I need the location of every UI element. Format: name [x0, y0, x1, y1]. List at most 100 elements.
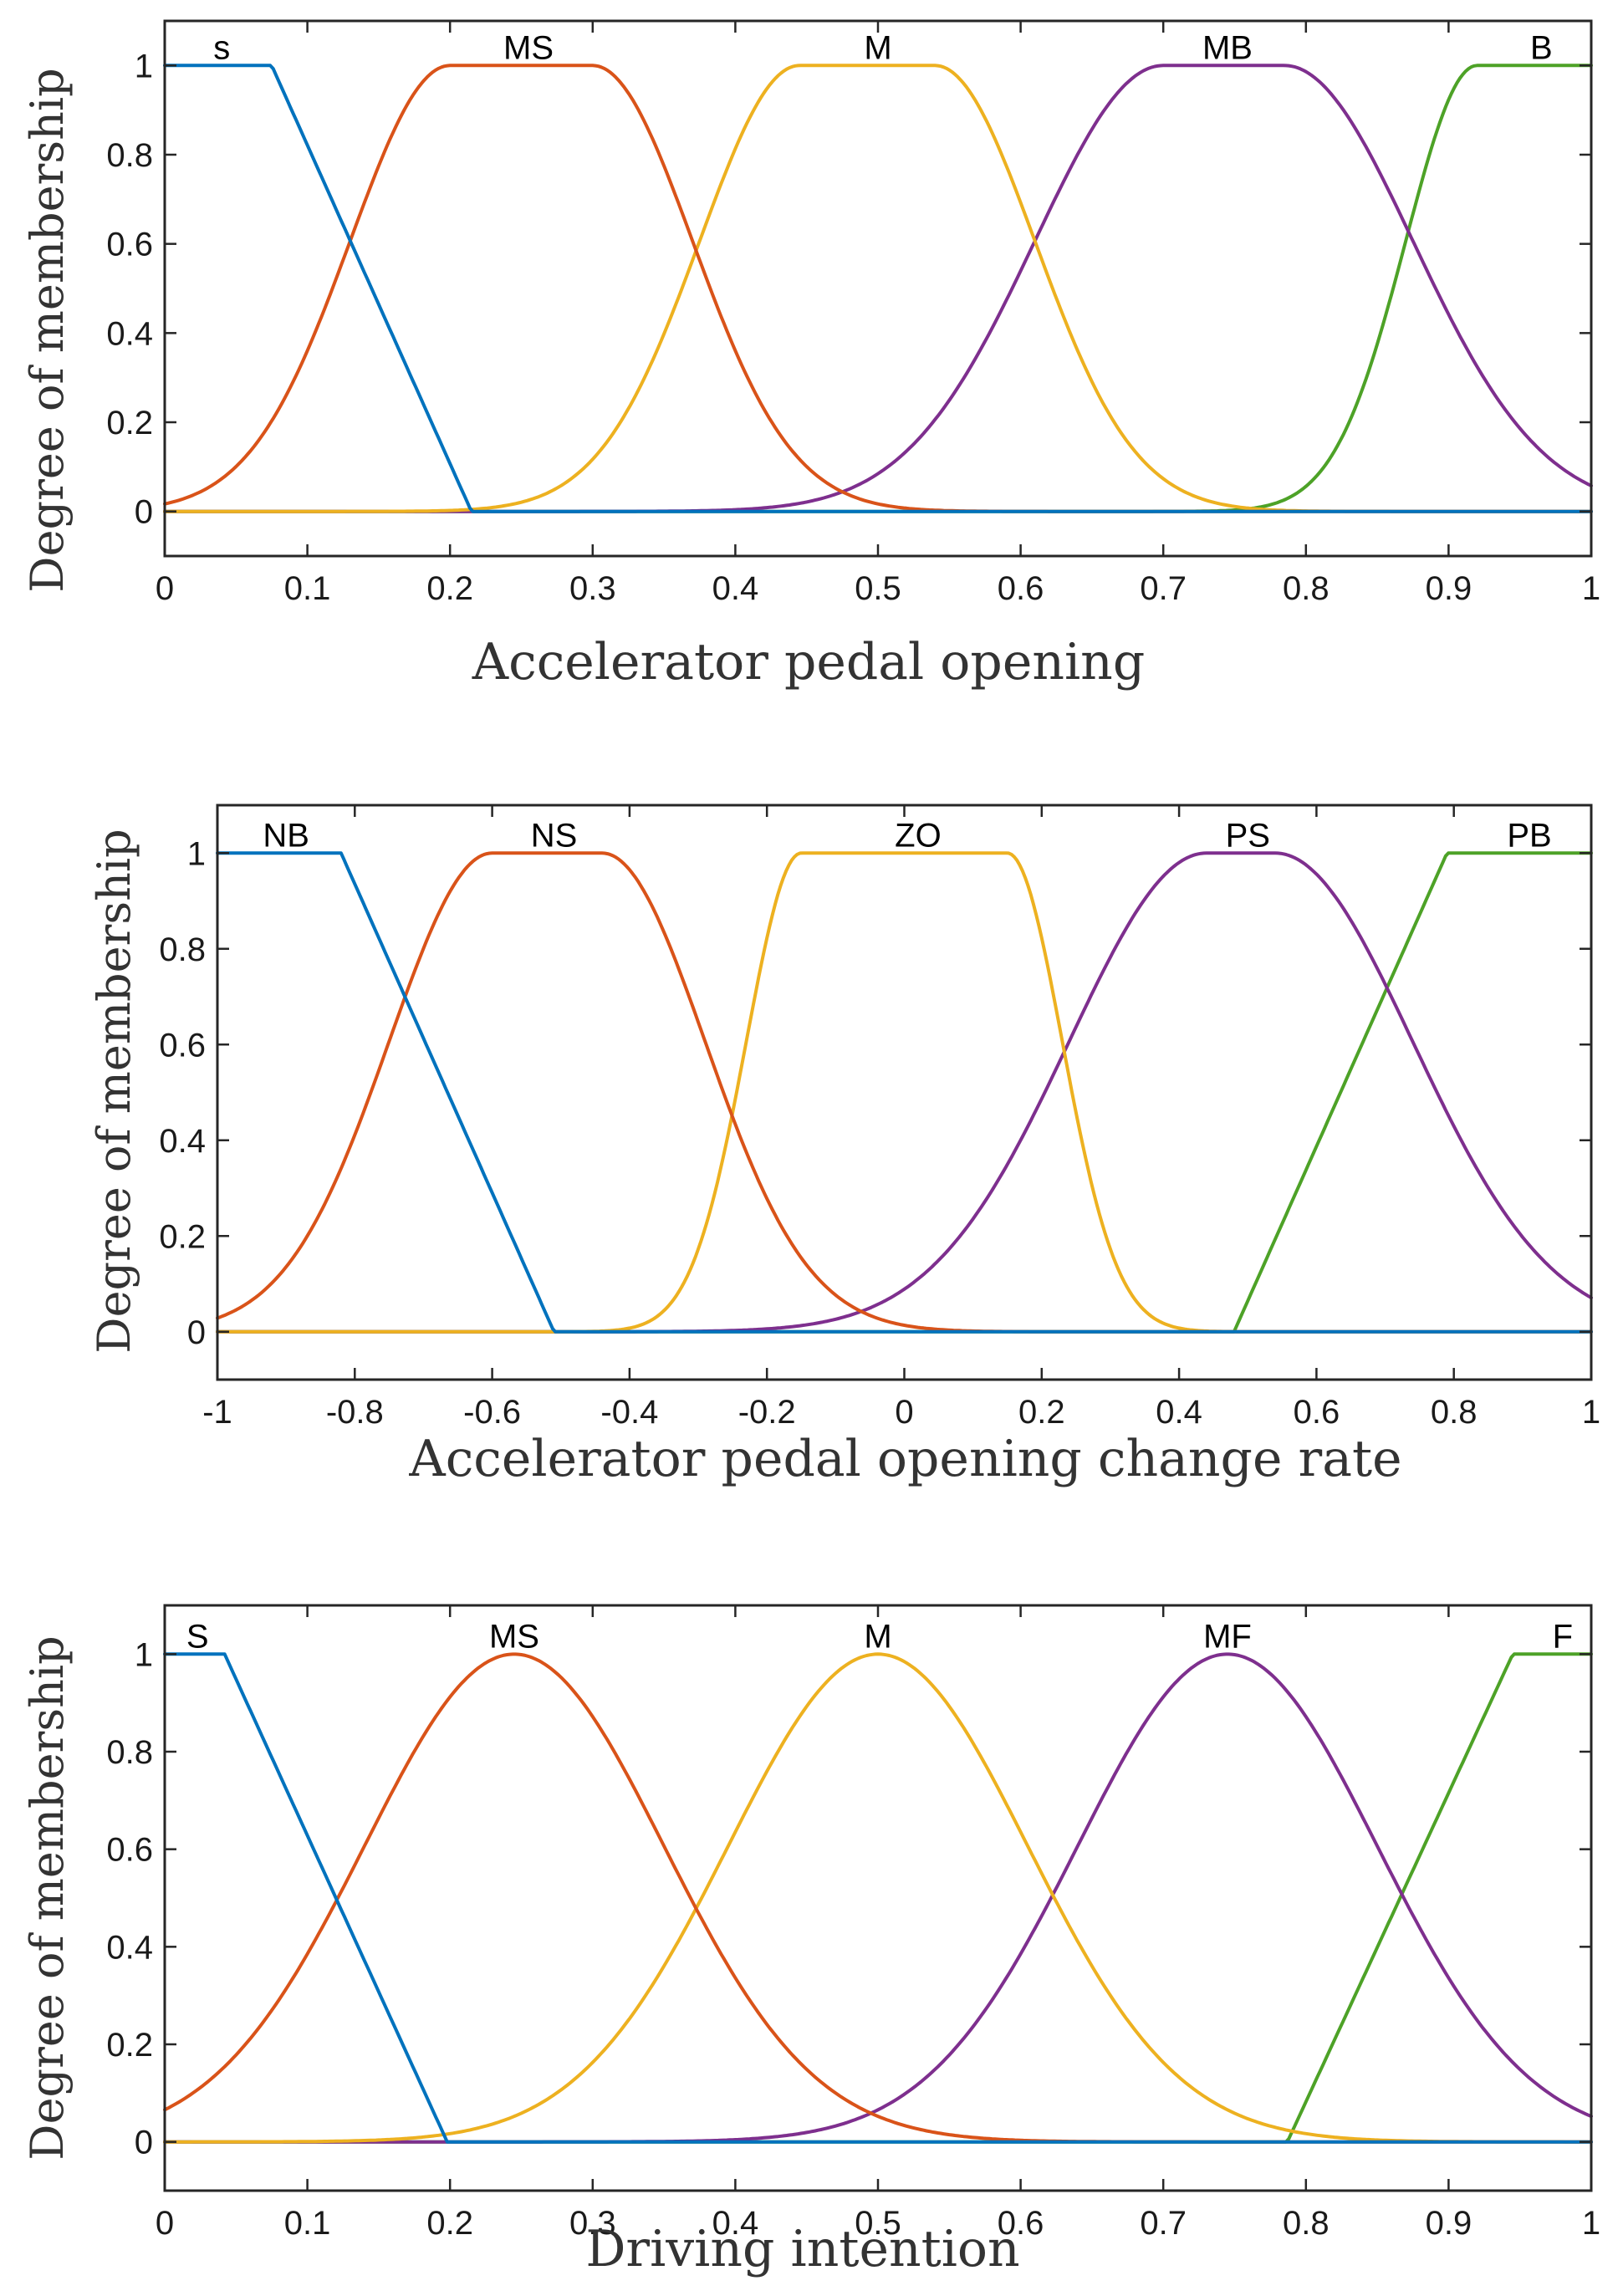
- mf-curve-m: [163, 64, 1593, 513]
- mf-label-m: M: [864, 29, 891, 66]
- mf-label-s: S: [186, 1618, 209, 1655]
- x-tick-label: 0.6: [1294, 1394, 1340, 1431]
- mf-curve-mb: [163, 64, 1593, 513]
- x-tick-label: 0.2: [1018, 1394, 1065, 1431]
- plot-frame: [216, 804, 1593, 1381]
- x-tick-label: -0.6: [463, 1394, 521, 1431]
- x-tick-label: 0.5: [855, 570, 901, 607]
- mf-label-ns: NS: [531, 817, 578, 854]
- panel-driving-intention: 0 0.1 0.2 0.3 0.4 0.5 0.6 0.7 0.8 0.9 1 0 0.2 0.4 0.6 0…: [21, 1604, 1600, 2278]
- x-axis-label: Accelerator pedal opening change rate: [408, 1430, 1401, 1488]
- x-tick-label: 0: [156, 2205, 174, 2242]
- y-tick-label: 0.4: [159, 1123, 206, 1160]
- x-tick-label: 0.3: [569, 2205, 616, 2242]
- mf-curve-nb: [216, 851, 1593, 1334]
- y-tick-label: 0.8: [106, 1734, 153, 1771]
- mf-label-ms: MS: [489, 1618, 539, 1655]
- x-tick-label: 0.2: [426, 570, 473, 607]
- x-tick-label: 0: [156, 570, 174, 607]
- mf-curve-m: [163, 1652, 1593, 2144]
- mf-curve-s: [163, 1652, 1593, 2144]
- y-tick-label: 1: [135, 1636, 153, 1673]
- x-axis-label: Driving intention: [585, 2220, 1019, 2278]
- panel-accelerator-pedal-opening-change-rate: -1 -0.8 -0.6 -0.4 -0.2 0 0.2 0.4 0.6 0.8 1 0 0.2 0.4 0…: [88, 804, 1600, 1488]
- x-tick-label: 0.9: [1426, 2205, 1472, 2242]
- curves-group: [163, 1652, 1593, 2144]
- x-tick-label: 0.5: [855, 2205, 901, 2242]
- y-tick-label: 1: [135, 48, 153, 84]
- x-tick-label: 1: [1582, 570, 1600, 607]
- x-tick-label: 0.1: [284, 2205, 331, 2242]
- y-tick-label: 0.6: [159, 1027, 206, 1064]
- mf-curve-s: [163, 64, 1593, 513]
- mf-label-zo: ZO: [895, 817, 942, 854]
- mf-curve-zo: [216, 851, 1593, 1334]
- y-tick-label: 0.2: [106, 405, 153, 441]
- x-axis-label: Accelerator pedal opening: [472, 633, 1145, 691]
- mf-curve-mf: [163, 1652, 1593, 2144]
- mf-curve-ms: [163, 64, 1593, 513]
- x-tick-label: 0.7: [1140, 2205, 1187, 2242]
- y-tick-label: 0.2: [106, 2027, 153, 2064]
- mf-label-b: B: [1530, 29, 1553, 66]
- plot-frame: [163, 1604, 1593, 2192]
- mf-label-s: s: [213, 29, 230, 66]
- mf-label-ps: PS: [1226, 817, 1270, 854]
- x-tick-label: -0.4: [600, 1394, 658, 1431]
- mf-label-f: F: [1553, 1618, 1573, 1655]
- mf-curve-f: [163, 1652, 1593, 2144]
- y-tick-label: 0.6: [106, 227, 153, 263]
- mf-label-mb: MB: [1202, 29, 1253, 66]
- mf-labels-group: NB NS ZO PS PB: [263, 817, 1551, 854]
- x-tick-label: -0.2: [738, 1394, 796, 1431]
- mf-label-nb: NB: [263, 817, 309, 854]
- curves-group: [163, 64, 1593, 513]
- x-tick-label: 0.8: [1283, 570, 1330, 607]
- y-axis-label: Degree of membership: [21, 68, 74, 592]
- mf-curve-ms: [163, 1652, 1593, 2144]
- y-tick-label: 0.4: [106, 1929, 153, 1966]
- y-tick-label: 0.8: [159, 931, 206, 968]
- y-tick-label: 0.8: [106, 137, 153, 174]
- y-tick-label: 0.6: [106, 1832, 153, 1869]
- mf-labels-group: s MS M MB B: [213, 29, 1552, 66]
- ticks-group: 0 0.1 0.2 0.3 0.4 0.5 0.6 0.7 0.8 0.9 1 0 0.2 0.4 0.6 0…: [106, 1605, 1600, 2242]
- x-tick-label: 0.6: [998, 2205, 1044, 2242]
- x-tick-label: 0.4: [712, 570, 759, 607]
- mf-labels-group: S MS M MF F: [186, 1618, 1573, 1655]
- y-tick-label: 0.4: [106, 315, 153, 352]
- x-tick-label: 0.1: [284, 570, 331, 607]
- x-tick-label: 0.4: [1156, 1394, 1202, 1431]
- x-tick-label: 0.4: [712, 2205, 759, 2242]
- x-tick-label: 0.8: [1431, 1394, 1478, 1431]
- mf-label-m: M: [864, 1618, 891, 1655]
- x-tick-label: 0.9: [1426, 570, 1472, 607]
- mf-curve-pb: [216, 851, 1593, 1334]
- x-tick-label: 0.2: [426, 2205, 473, 2242]
- x-tick-label: 0: [895, 1394, 913, 1431]
- mf-label-ms: MS: [503, 29, 554, 66]
- x-tick-label: 0.3: [569, 570, 616, 607]
- x-tick-label: 0.6: [998, 570, 1044, 607]
- ticks-group: 0 0.1 0.2 0.3 0.4 0.5 0.6 0.7 0.8 0.9 1 0 0.2 0.4 0.6 0…: [106, 21, 1600, 607]
- y-tick-label: 0: [187, 1314, 206, 1351]
- y-axis-label: Degree of membership: [88, 829, 140, 1353]
- mf-label-pb: PB: [1507, 817, 1551, 854]
- plot-frame: [163, 19, 1593, 558]
- ticks-group: -1 -0.8 -0.6 -0.4 -0.2 0 0.2 0.4 0.6 0.8 1 0 0.2 0.4 0…: [159, 805, 1600, 1431]
- mf-curve-b: [163, 64, 1593, 513]
- mf-curve-ps: [216, 851, 1593, 1334]
- x-tick-label: 0.8: [1283, 2205, 1330, 2242]
- mf-label-mf: MF: [1203, 1618, 1252, 1655]
- y-axis-label: Degree of membership: [21, 1635, 74, 2160]
- x-tick-label: 1: [1582, 1394, 1600, 1431]
- y-tick-label: 0.2: [159, 1218, 206, 1255]
- panel-accelerator-pedal-opening: 0 0.1 0.2 0.3 0.4 0.5 0.6 0.7 0.8 0.9 1 0 0.2 0.4 0.6 0…: [21, 19, 1600, 691]
- mf-curve-ns: [216, 851, 1593, 1334]
- x-tick-label: -0.8: [326, 1394, 384, 1431]
- x-tick-label: 0.7: [1140, 570, 1187, 607]
- curves-group: [216, 851, 1593, 1334]
- y-tick-label: 1: [187, 835, 206, 872]
- x-tick-label: -1: [202, 1394, 232, 1431]
